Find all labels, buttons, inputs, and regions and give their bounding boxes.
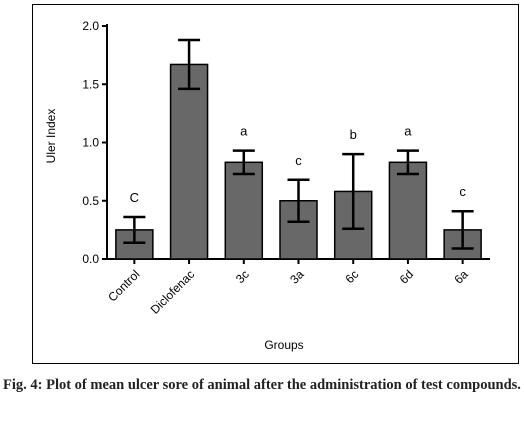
y-tick-label: 1.5 <box>82 77 99 91</box>
significance-letter: c <box>459 184 466 199</box>
x-tick-label: 3a <box>287 267 307 287</box>
y-tick-label: 2.0 <box>82 19 99 33</box>
significance-letter: C <box>130 190 139 205</box>
x-tick-label: 6c <box>342 267 361 286</box>
significance-letter: c <box>295 153 302 168</box>
x-tick-label: 6d <box>397 267 416 286</box>
figure-caption: Fig. 4: Plot of mean ulcer sore of anima… <box>3 377 521 393</box>
significance-letter: b <box>350 127 357 142</box>
chart-x-tick-labels: Control Diclofenac 3c 3a 6c 6d 6a <box>105 267 471 317</box>
bar-3c <box>224 161 264 260</box>
chart-error-bars <box>123 38 474 250</box>
chart-significance-letters: Ca c b a c <box>130 124 467 205</box>
significance-letter: a <box>404 124 412 139</box>
bar-6d <box>388 161 428 260</box>
y-tick-label: 0.5 <box>82 194 99 208</box>
chart-y-tick-labels: 0.0 0.5 1.0 1.5 2.0 <box>82 19 99 266</box>
figure-frame <box>32 4 519 364</box>
bar-diclofenac <box>169 63 209 260</box>
x-tick-label: 6a <box>451 267 471 287</box>
y-tick-label: 1.0 <box>82 136 99 150</box>
x-tick-label: Control <box>105 267 142 304</box>
x-tick-label: 3c <box>233 267 252 286</box>
x-axis-label: Groups <box>264 338 303 352</box>
y-axis-label: Uler Index <box>44 109 58 164</box>
y-tick-label: 0.0 <box>82 252 99 266</box>
chart-bars <box>115 63 482 260</box>
x-tick-label: Diclofenac <box>148 267 198 317</box>
significance-letter: a <box>240 124 248 139</box>
